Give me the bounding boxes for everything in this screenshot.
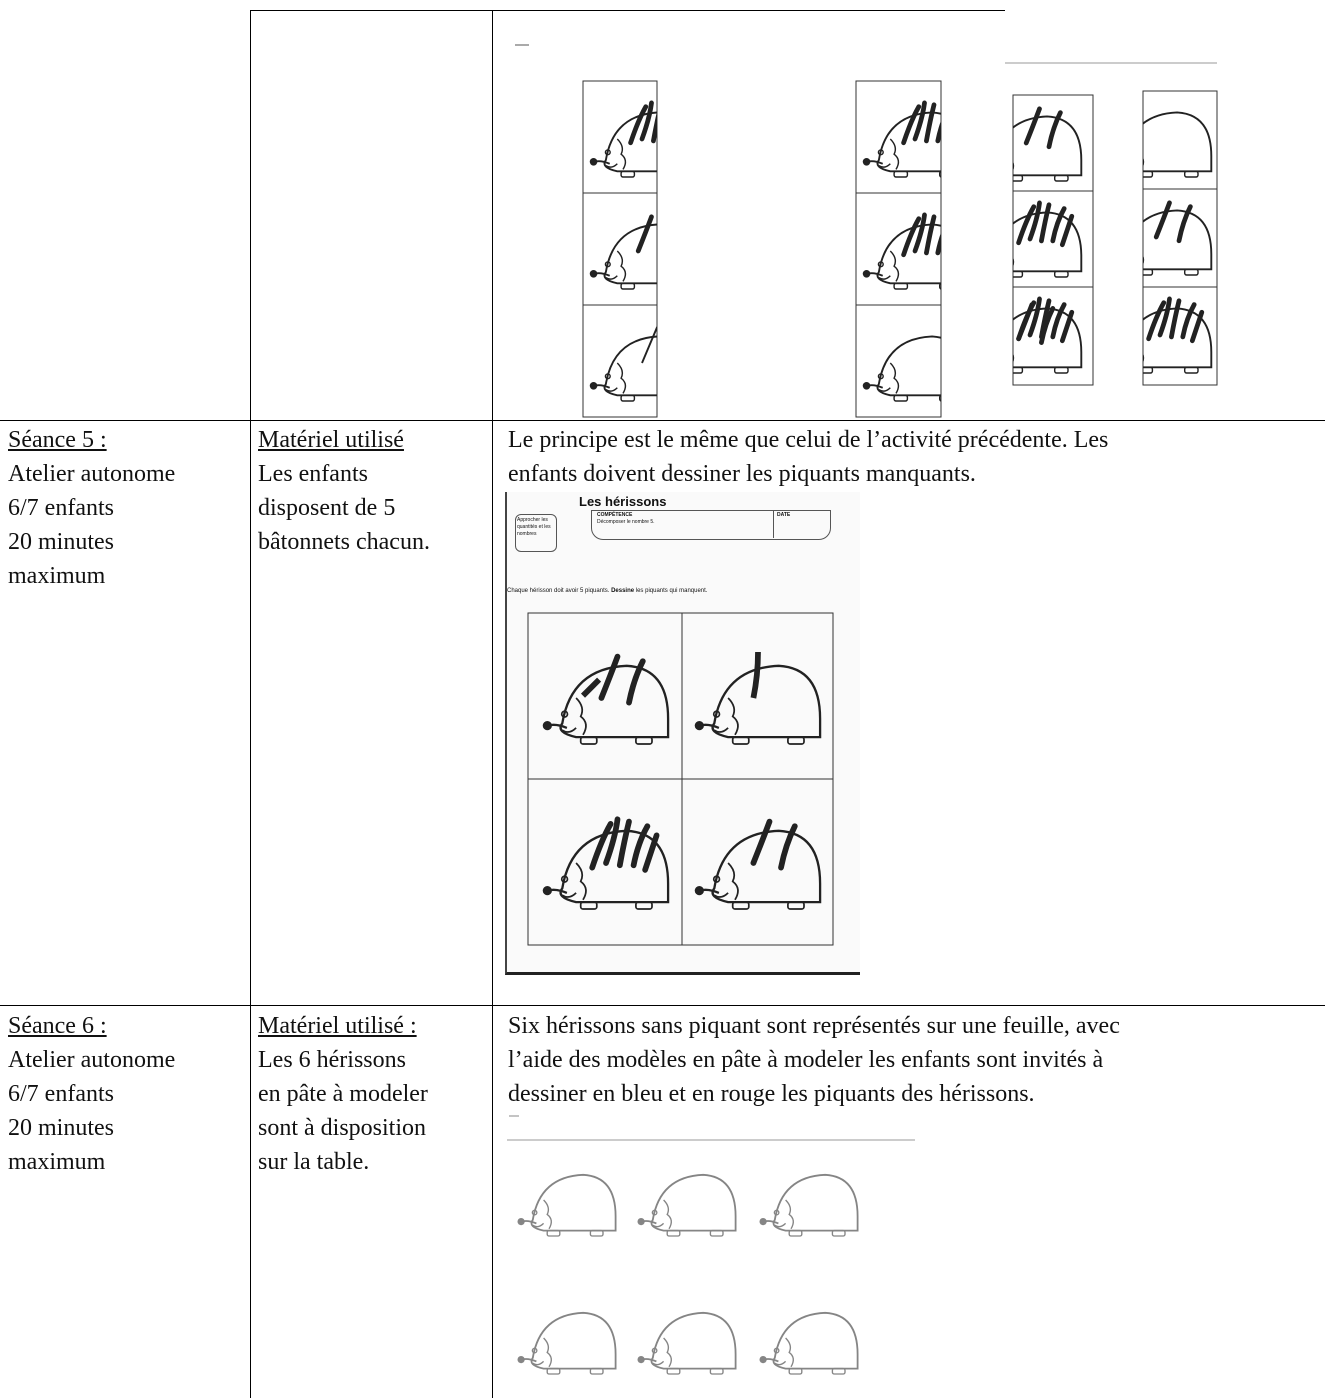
competence-box [591,510,831,540]
material-line: Les enfants [258,461,368,487]
session-cell: Séance 6 : Atelier autonome 6/7 enfants … [8,1009,175,1179]
instruction: Chaque hérisson doit avoir 5 piquants. D… [507,588,707,594]
material-line: Les 6 hérissons [258,1047,406,1073]
session-title: Séance 6 : [8,1013,107,1039]
domain-box [515,514,557,552]
session-line: 6/7 enfants [8,495,114,521]
hedgehog-sheet-image [507,1115,915,1398]
material-title: Matériel utilisé : [258,1013,417,1039]
table-border [492,10,493,1398]
worksheet-domain: Approcher les quantités et les nombres [517,517,551,537]
worksheet-grid [527,612,834,946]
session-line: 20 minutes [8,529,114,555]
instruction-bold: Dessine [611,588,635,594]
hedgehog-strips-image [515,44,1218,418]
divider [773,510,774,538]
material-cell: Matériel utilisé Les enfants disposent d… [258,423,430,559]
description-cell: Six hérissons sans piquant sont représen… [508,1009,1120,1111]
table-border [0,1005,1325,1006]
table-border [250,10,1005,11]
table-border [0,420,1325,421]
description-line: l’aide des modèles en pâte à modeler les… [508,1047,1104,1073]
instruction-end: les piquants qui manquent. [635,588,708,594]
material-line: disposent de 5 [258,495,396,521]
competence: Décomposer le nombre 5. [597,519,655,525]
strip [582,80,1218,418]
session-line: 20 minutes [8,1115,114,1141]
material-line: bâtonnets chacun. [258,529,430,555]
description-cell: Le principe est le même que celui de l’a… [508,423,1108,491]
worksheet-image: Les hérissons Approcher les quantités et… [505,492,860,975]
material-line: sont à disposition [258,1115,427,1141]
description-line: Six hérissons sans piquant sont représen… [508,1013,1120,1039]
table-border [250,10,251,1398]
session-line: Atelier autonome [8,1047,176,1073]
date-label: DATE [777,512,791,518]
session-cell: Séance 5 : Atelier autonome 6/7 enfants … [8,423,175,593]
material-line: sur la table. [258,1149,370,1175]
session-line: 6/7 enfants [8,1081,114,1107]
competence-label: COMPÉTENCE [597,512,633,518]
material-line: en pâte à modeler [258,1081,428,1107]
session-line: maximum [8,563,106,589]
worksheet-title: Les hérissons [579,494,667,509]
material-cell: Matériel utilisé : Les 6 hérissons en pâ… [258,1009,428,1179]
description-line: Le principe est le même que celui de l’a… [508,427,1109,453]
material-title: Matériel utilisé [258,427,404,453]
session-title: Séance 5 : [8,427,107,453]
session-line: maximum [8,1149,106,1175]
description-line: dessiner en bleu et en rouge les piquant… [508,1081,1035,1107]
session-line: Atelier autonome [8,461,176,487]
instruction-start: Chaque hérisson doit avoir 5 piquants. [507,588,610,594]
description-line: enfants doivent dessiner les piquants ma… [508,461,976,487]
